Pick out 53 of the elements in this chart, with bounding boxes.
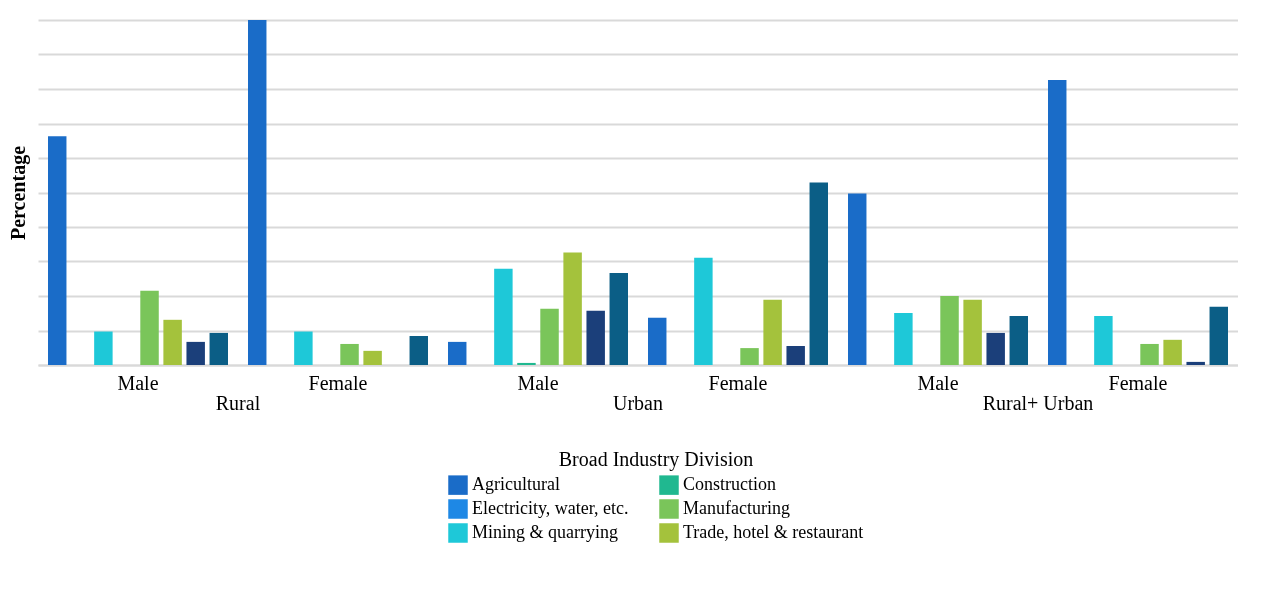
bar [1209,306,1228,365]
text: Urban [613,391,663,414]
bar [1140,343,1159,365]
bar [586,310,605,365]
y-axis-title: Percentage [6,145,30,241]
bar [1009,316,1028,365]
legend-label: Mining & quarrying [472,522,618,542]
bar [763,299,782,365]
legend-title: Broad Industry Division [558,448,754,471]
bar [294,331,313,365]
bar [986,332,1005,365]
bar [648,317,667,365]
x-tick-label: Male [117,371,159,394]
bar [1163,339,1182,365]
bar [248,20,267,365]
bar [1048,80,1067,365]
x-tick-label: Male [917,371,959,394]
bar [809,182,828,365]
bar [209,332,228,365]
bar [1094,316,1113,365]
bar [940,296,959,365]
bar [848,193,867,365]
legend-label: Agricultural [472,474,560,495]
legend-label: Electricity, water, etc. [472,498,629,518]
bar [494,268,513,365]
bar [340,343,359,365]
bar [517,362,536,365]
bar [963,299,982,365]
bar [894,312,913,365]
bar [448,341,467,365]
bar [94,331,113,365]
bar [363,350,382,365]
text: Rural [215,391,261,414]
bar [740,348,759,365]
x-tick-label: Female [708,371,768,394]
bar [694,257,713,365]
bar [540,308,559,365]
legend-label: Manufacturing [683,498,790,518]
x-tick-label: Male [517,371,559,394]
bar [1186,361,1205,365]
legend-label: Trade, hotel & restaurant [683,522,864,542]
bar [48,136,67,365]
bar [140,290,159,365]
bar [163,319,182,365]
x-tick-label: Female [1108,371,1168,394]
legend-label: Construction [683,474,776,495]
bar [563,252,582,365]
text: Rural+ Urban [982,391,1094,414]
bar [609,272,628,365]
x-tick-label: Female [308,371,368,394]
bar [409,336,428,365]
bar [186,341,205,365]
bar [786,346,805,365]
